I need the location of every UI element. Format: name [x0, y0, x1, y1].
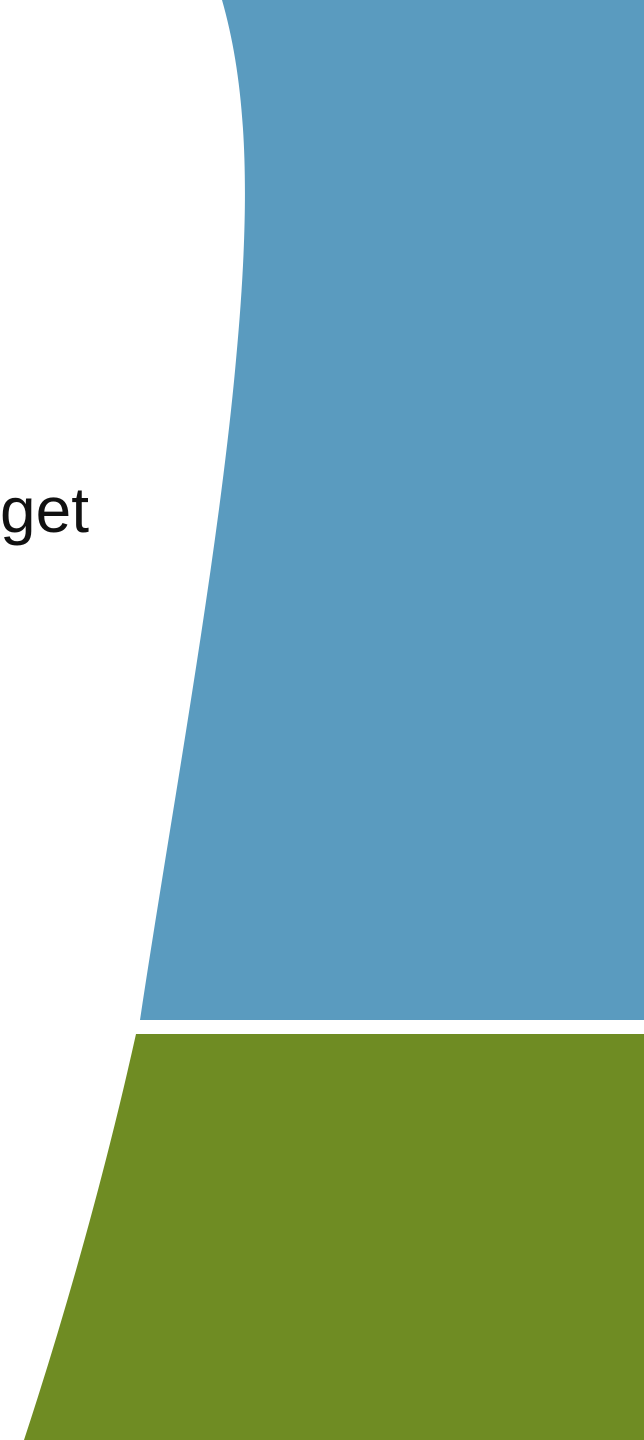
cropped-text-fragment: get: [0, 474, 89, 546]
green-panel: [24, 1034, 644, 1440]
blue-panel: [140, 0, 644, 1020]
